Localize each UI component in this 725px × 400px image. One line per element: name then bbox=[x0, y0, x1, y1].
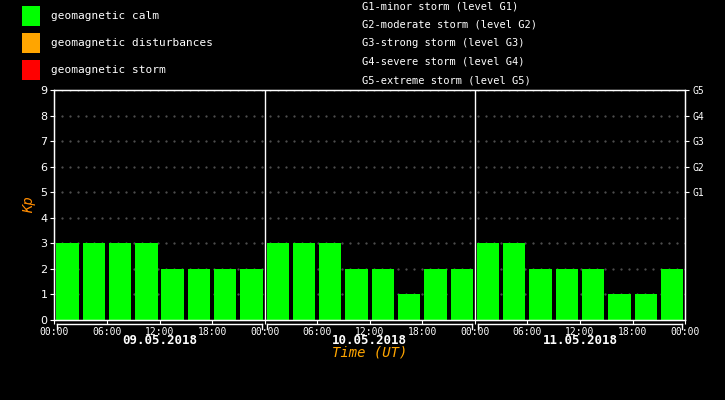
Bar bbox=[345, 269, 368, 320]
Bar bbox=[477, 243, 500, 320]
Bar bbox=[503, 243, 526, 320]
Text: Time (UT): Time (UT) bbox=[332, 346, 407, 360]
Bar bbox=[529, 269, 552, 320]
Bar bbox=[555, 269, 578, 320]
Bar bbox=[22, 6, 40, 26]
Text: geomagnetic disturbances: geomagnetic disturbances bbox=[51, 38, 212, 48]
Text: geomagnetic calm: geomagnetic calm bbox=[51, 11, 159, 21]
Bar bbox=[22, 33, 40, 53]
Y-axis label: Kp: Kp bbox=[22, 197, 36, 213]
Bar bbox=[293, 243, 315, 320]
Bar bbox=[57, 243, 79, 320]
Text: G1-minor storm (level G1): G1-minor storm (level G1) bbox=[362, 1, 519, 11]
Bar bbox=[83, 243, 105, 320]
Bar bbox=[109, 243, 131, 320]
Text: 10.05.2018: 10.05.2018 bbox=[332, 334, 407, 346]
Bar bbox=[319, 243, 341, 320]
Text: G4-severe storm (level G4): G4-severe storm (level G4) bbox=[362, 57, 525, 67]
Bar bbox=[634, 294, 657, 320]
Bar bbox=[162, 269, 184, 320]
Bar bbox=[660, 269, 683, 320]
Bar bbox=[424, 269, 447, 320]
Text: 09.05.2018: 09.05.2018 bbox=[122, 334, 197, 346]
Bar bbox=[188, 269, 210, 320]
Text: G5-extreme storm (level G5): G5-extreme storm (level G5) bbox=[362, 75, 531, 85]
Bar bbox=[214, 269, 236, 320]
Bar bbox=[22, 60, 40, 80]
Bar bbox=[450, 269, 473, 320]
Bar bbox=[372, 269, 394, 320]
Bar bbox=[240, 269, 262, 320]
Text: 11.05.2018: 11.05.2018 bbox=[542, 334, 618, 346]
Bar bbox=[608, 294, 631, 320]
Text: G2-moderate storm (level G2): G2-moderate storm (level G2) bbox=[362, 20, 537, 30]
Bar bbox=[398, 294, 420, 320]
Text: G3-strong storm (level G3): G3-strong storm (level G3) bbox=[362, 38, 525, 48]
Bar bbox=[582, 269, 605, 320]
Text: geomagnetic storm: geomagnetic storm bbox=[51, 65, 165, 75]
Bar bbox=[135, 243, 157, 320]
Bar bbox=[267, 243, 289, 320]
